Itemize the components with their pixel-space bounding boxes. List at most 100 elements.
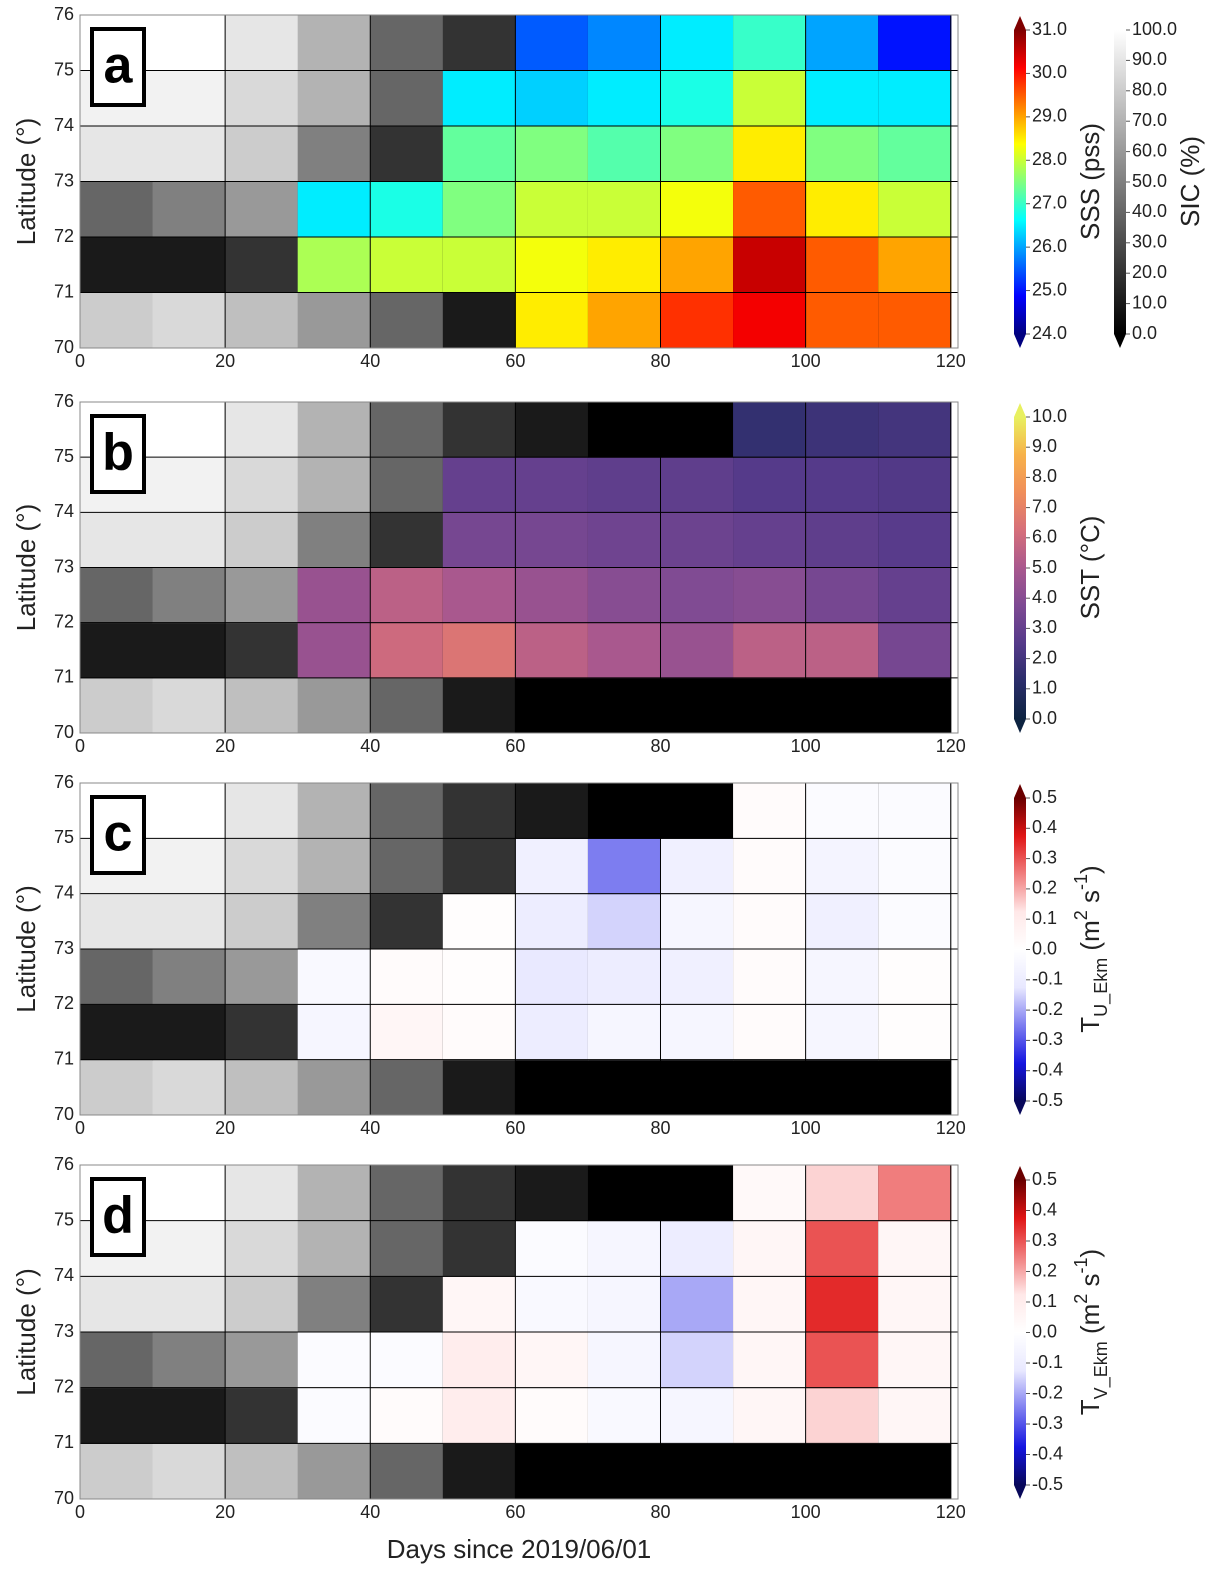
- sic-cell: [80, 181, 154, 238]
- sic-cell: [442, 783, 516, 839]
- colorbar-tick-label: -0.1: [1032, 969, 1063, 989]
- sic-cell: [80, 292, 154, 349]
- value-cell: [442, 1004, 516, 1061]
- colorbar-tick-label: 9.0: [1032, 436, 1057, 456]
- sic-cell: [297, 1443, 371, 1500]
- value-cell: [660, 70, 734, 127]
- value-cell: [515, 1332, 589, 1389]
- value-cell: [442, 893, 516, 950]
- sic-cell: [587, 677, 661, 734]
- sic-cell: [152, 15, 226, 71]
- sic-cell: [297, 893, 371, 950]
- colorbar-tick-label: -0.1: [1032, 1352, 1063, 1372]
- sic-cell: [660, 677, 734, 734]
- panel-label: b: [102, 424, 134, 482]
- value-cell: [660, 622, 734, 679]
- value-cell: [515, 181, 589, 238]
- y-tick-label: 70: [54, 722, 74, 742]
- colorbar-tick-label: 100.0: [1132, 19, 1177, 39]
- colorbar-label-part: T: [1075, 1399, 1105, 1415]
- value-cell: [733, 15, 807, 71]
- colorbar-tick-label: 0.0: [1032, 938, 1057, 958]
- value-cell: [878, 70, 952, 127]
- panel-label: a: [104, 37, 134, 95]
- colorbar-tick-label: 1.0: [1032, 678, 1057, 698]
- colorbar-tick-label: 31.0: [1032, 19, 1067, 39]
- sic-cell: [152, 402, 226, 458]
- y-axis-label: Latitude (°): [11, 504, 41, 631]
- sic-cell: [225, 402, 299, 458]
- colorbar-tick-label: 0.0: [1132, 323, 1157, 343]
- y-tick-label: 72: [54, 226, 74, 246]
- value-cell: [515, 237, 589, 293]
- sic-cell: [225, 512, 299, 568]
- colorbar-tick-label: -0.3: [1032, 1029, 1063, 1049]
- x-tick-label: 20: [215, 1502, 235, 1522]
- value-cell: [660, 893, 734, 950]
- colorbar-tick-label: 28.0: [1032, 149, 1067, 169]
- value-cell: [733, 512, 807, 568]
- value-cell: [878, 402, 952, 458]
- colorbar-tick-label: -0.3: [1032, 1413, 1063, 1433]
- x-tick-label: 120: [936, 351, 966, 371]
- value-cell: [515, 15, 589, 71]
- sic-cell: [660, 402, 734, 458]
- y-tick-label: 71: [54, 667, 74, 687]
- value-cell: [805, 457, 879, 513]
- colorbar-label: TU_Ekm (m2 s-1): [1071, 865, 1112, 1032]
- sic-cell: [80, 1387, 154, 1444]
- colorbar-label-part: -1: [1071, 1257, 1091, 1273]
- value-cell: [805, 1387, 879, 1444]
- sic-cell: [805, 1059, 879, 1116]
- sic-cell: [878, 1059, 952, 1116]
- y-tick-label: 70: [54, 1488, 74, 1508]
- sic-cell: [587, 1059, 661, 1116]
- value-cell: [733, 949, 807, 1005]
- colorbar-extend: [1014, 334, 1026, 348]
- colorbar: [1014, 417, 1026, 719]
- sic-cell: [225, 15, 299, 71]
- value-cell: [515, 1004, 589, 1061]
- value-cell: [733, 457, 807, 513]
- sic-cell: [442, 402, 516, 458]
- sic-cell: [370, 70, 444, 127]
- colorbar-label-part: V_Ekm: [1091, 1341, 1112, 1399]
- sic-cell: [878, 677, 952, 734]
- sic-cell: [660, 1443, 734, 1500]
- value-cell: [515, 567, 589, 624]
- sic-cell: [515, 1059, 589, 1116]
- x-tick-label: 120: [936, 1118, 966, 1138]
- plot-frame: [79, 1164, 959, 1500]
- sic-cell: [152, 292, 226, 349]
- y-tick-label: 71: [54, 1432, 74, 1452]
- value-cell: [370, 1004, 444, 1061]
- colorbar-label-part: ): [1075, 865, 1105, 874]
- sic-cell: [515, 677, 589, 734]
- value-cell: [733, 181, 807, 238]
- sic-cell: [225, 783, 299, 839]
- sic-cell: [225, 1220, 299, 1277]
- sic-cell: [442, 1220, 516, 1277]
- sic-cell: [225, 181, 299, 238]
- sic-cell: [152, 1165, 226, 1222]
- sic-cell: [297, 126, 371, 182]
- sic-cell: [878, 1443, 952, 1500]
- sic-cell: [152, 181, 226, 238]
- value-cell: [442, 567, 516, 624]
- x-tick-label: 100: [791, 1118, 821, 1138]
- value-cell: [660, 181, 734, 238]
- colorbar-extend: [1014, 16, 1026, 30]
- x-tick-label: 60: [505, 736, 525, 756]
- value-cell: [733, 237, 807, 293]
- colorbar-extend: [1114, 334, 1126, 348]
- y-tick-label: 73: [54, 938, 74, 958]
- x-tick-label: 40: [360, 1118, 380, 1138]
- value-cell: [878, 1165, 952, 1222]
- value-cell: [660, 292, 734, 349]
- x-tick-label: 40: [360, 736, 380, 756]
- sic-cell: [442, 838, 516, 895]
- colorbar-tick-label: 30.0: [1132, 232, 1167, 252]
- value-cell: [805, 622, 879, 679]
- y-tick-label: 75: [54, 446, 74, 466]
- x-tick-label: 0: [75, 736, 85, 756]
